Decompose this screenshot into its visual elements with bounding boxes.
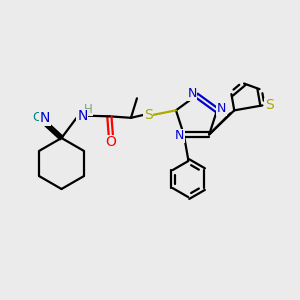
Text: N: N <box>77 109 88 123</box>
Text: C: C <box>32 111 41 124</box>
Text: N: N <box>187 87 197 101</box>
Text: O: O <box>105 135 116 149</box>
Text: S: S <box>144 108 152 122</box>
Text: N: N <box>217 102 226 115</box>
Text: S: S <box>265 98 273 112</box>
Text: H: H <box>83 103 92 116</box>
Text: N: N <box>175 130 184 142</box>
Text: N: N <box>40 111 50 125</box>
